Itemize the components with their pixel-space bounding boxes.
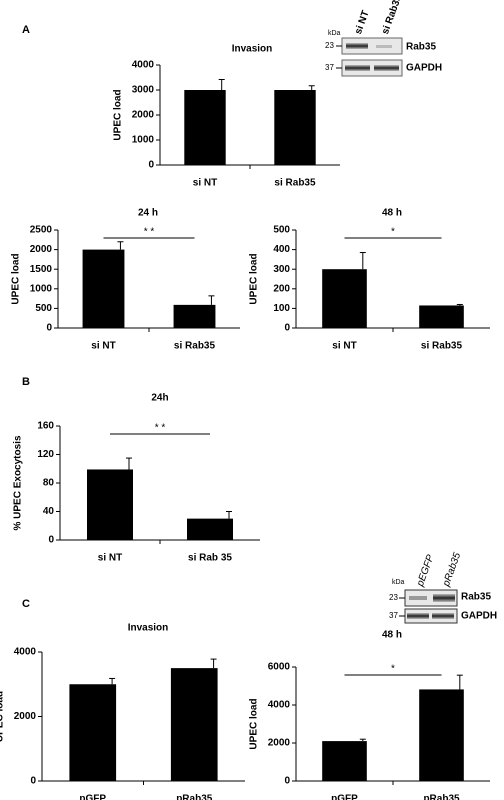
y-axis-label: UPEC load	[249, 253, 260, 304]
y-tick-label: 2000	[132, 110, 155, 121]
marker-label: 23	[325, 41, 334, 50]
chart-title: Invasion	[232, 44, 273, 55]
x-tick-label: pGFP	[79, 794, 106, 800]
blot-band	[374, 65, 399, 71]
y-axis-label: % UPEC Exocytosis	[13, 435, 24, 530]
blot-band	[409, 596, 427, 600]
lane-label: si Rab35	[380, 0, 405, 36]
y-tick-label: 0	[48, 535, 54, 546]
bar	[87, 469, 133, 540]
bar	[419, 305, 464, 328]
x-tick-label: pRab35	[176, 794, 213, 800]
lane-label: pEGFP	[415, 553, 437, 589]
y-tick-label: 40	[43, 506, 55, 517]
protein-label: GAPDH	[406, 63, 442, 74]
y-tick-label: 0	[30, 776, 36, 787]
chart-title: 48 h	[382, 630, 402, 641]
kda-label: kDa	[328, 30, 341, 37]
bar	[419, 689, 464, 781]
x-tick-label: si NT	[193, 178, 217, 189]
y-tick-label: 500	[35, 303, 52, 314]
blot-band	[433, 594, 455, 602]
y-axis-label: UPEC load	[0, 691, 6, 742]
y-tick-label: 3000	[132, 85, 155, 96]
blot-band	[376, 45, 392, 48]
y-tick-label: 80	[43, 478, 55, 489]
chart-title: 24h	[151, 393, 168, 404]
y-axis-label: UPEC load	[113, 89, 124, 140]
y-tick-label: 4000	[268, 700, 291, 711]
y-tick-label: 4000	[132, 60, 155, 71]
y-tick-label: 0	[284, 323, 290, 334]
y-tick-label: 300	[273, 264, 290, 275]
western-blot: kDa 23 37 Rab35 GAPDH pEGFP pRab35	[389, 551, 497, 624]
y-tick-label: 1500	[30, 264, 53, 275]
significance-label: *	[391, 664, 395, 675]
blot-band	[407, 613, 429, 619]
chart-title: 48 h	[382, 208, 402, 219]
marker-label: 37	[325, 63, 334, 72]
y-tick-label: 4000	[14, 647, 37, 658]
y-tick-label: 100	[273, 303, 290, 314]
chart-title: Invasion	[128, 623, 169, 634]
y-tick-label: 0	[46, 323, 52, 334]
blot-band	[346, 43, 368, 49]
bar	[82, 249, 125, 328]
panel-label: B	[22, 376, 30, 388]
bar	[187, 518, 233, 540]
marker-label: 23	[389, 593, 398, 602]
panel-label: C	[22, 598, 30, 610]
y-tick-label: 0	[284, 776, 290, 787]
lane-label: pRab35	[441, 551, 464, 589]
y-axis-label: UPEC load	[249, 698, 260, 749]
x-tick-label: si NT	[91, 341, 115, 352]
y-tick-label: 500	[273, 225, 290, 236]
chart-title: 24 h	[138, 208, 158, 219]
protein-label: GAPDH	[461, 611, 497, 622]
lane-label: si NT	[353, 9, 372, 36]
x-tick-label: si Rab35	[421, 341, 463, 352]
y-tick-label: 0	[148, 160, 154, 171]
kda-label: kDa	[392, 579, 405, 586]
y-tick-label: 160	[37, 421, 54, 432]
bar	[184, 90, 226, 165]
y-tick-label: 2000	[30, 244, 53, 255]
x-tick-label: si Rab 35	[188, 553, 232, 564]
bar	[69, 684, 117, 781]
y-axis-label: UPEC load	[11, 253, 22, 304]
bar	[170, 668, 218, 781]
x-tick-label: si NT	[98, 553, 122, 564]
protein-label: Rab35	[461, 592, 491, 603]
bar	[322, 269, 367, 328]
bar	[274, 90, 316, 165]
y-tick-label: 1000	[132, 135, 155, 146]
x-tick-label: pGFP	[331, 794, 358, 800]
panel-label: A	[22, 24, 30, 36]
x-tick-label: pRab35	[423, 794, 460, 800]
x-tick-label: si NT	[332, 341, 356, 352]
y-tick-label: 2000	[14, 711, 37, 722]
y-tick-label: 120	[37, 449, 54, 460]
y-tick-label: 1000	[30, 283, 53, 294]
significance-label: *	[391, 227, 395, 238]
significance-label: * *	[155, 423, 166, 434]
bar	[322, 741, 367, 781]
y-tick-label: 2000	[268, 738, 291, 749]
blot-band	[345, 65, 370, 71]
western-blot: kDa 23 37 Rab35 GAPDH si NT si Rab35	[325, 0, 442, 77]
y-tick-label: 400	[273, 244, 290, 255]
marker-label: 37	[389, 611, 398, 620]
y-tick-label: 200	[273, 283, 290, 294]
x-tick-label: si Rab35	[174, 341, 216, 352]
bar	[173, 304, 216, 328]
x-tick-label: si Rab35	[274, 178, 316, 189]
y-tick-label: 6000	[268, 662, 291, 673]
significance-label: * *	[144, 227, 155, 238]
y-tick-label: 2500	[30, 225, 53, 236]
protein-label: Rab35	[406, 42, 436, 53]
blot-band	[432, 613, 454, 619]
